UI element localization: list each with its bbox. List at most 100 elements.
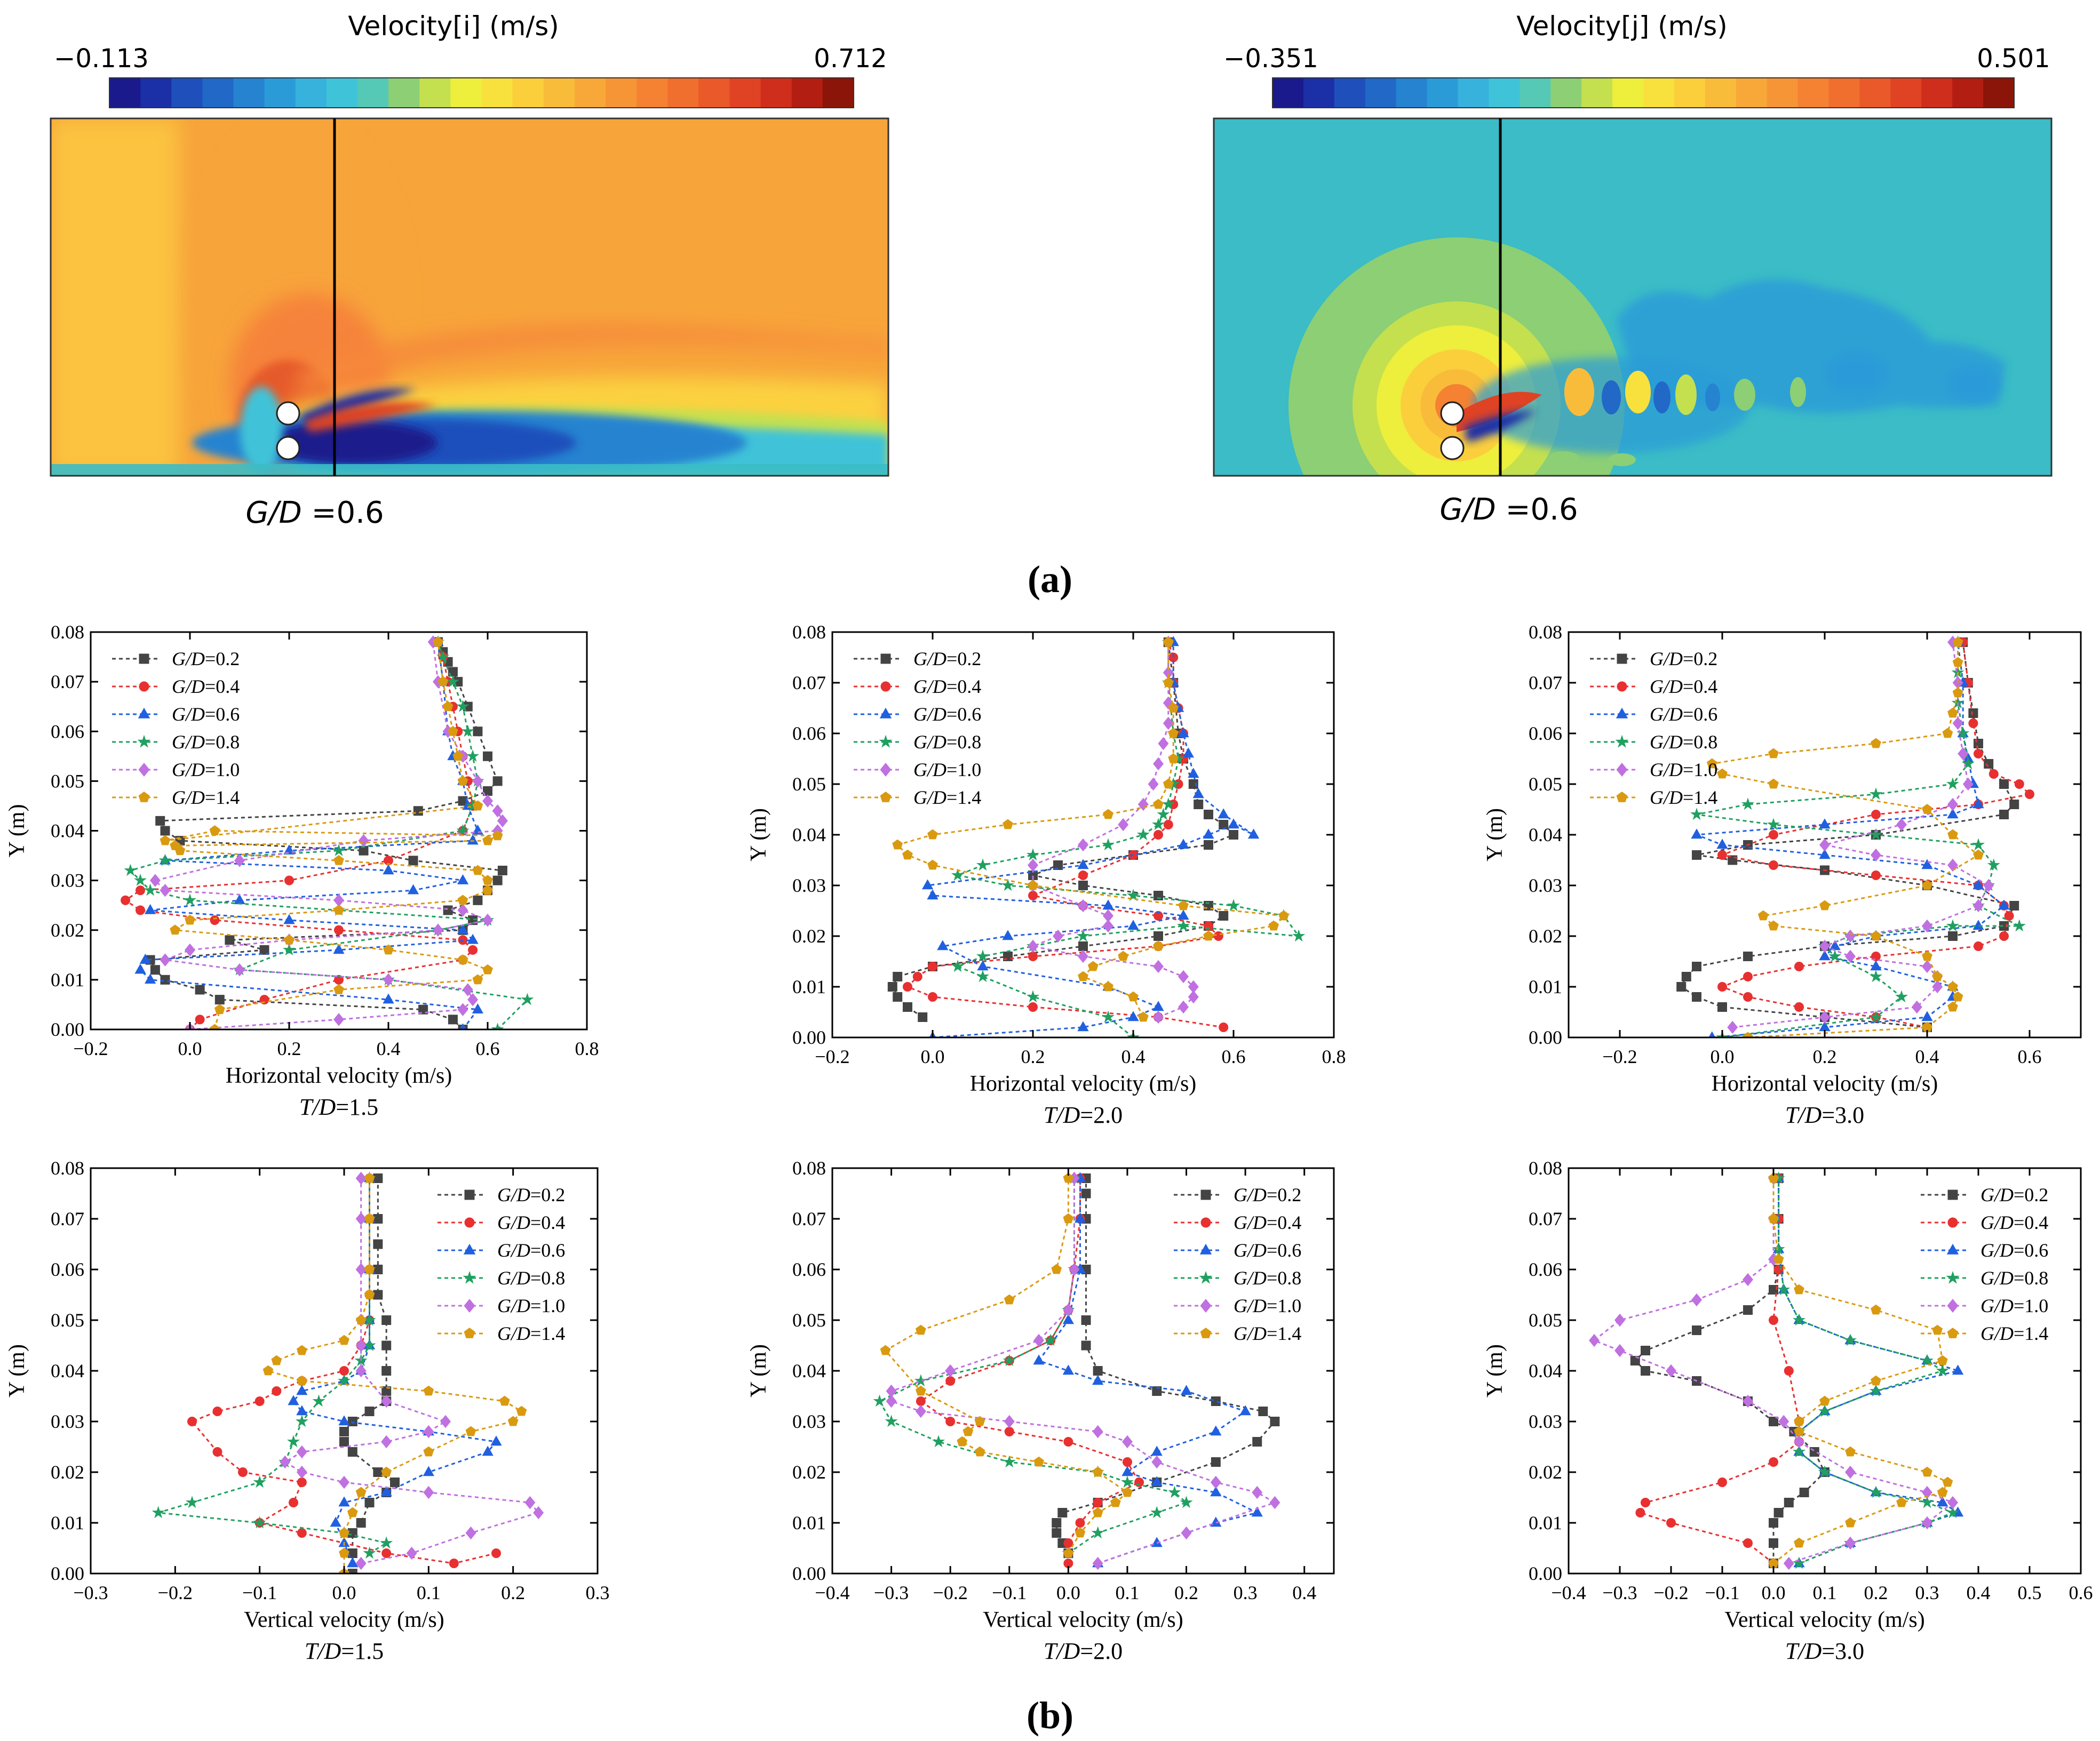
data-point <box>1717 1002 1727 1012</box>
data-point <box>1268 920 1279 931</box>
data-point <box>149 874 161 887</box>
data-point <box>1769 860 1778 870</box>
data-point <box>1239 1405 1251 1416</box>
data-point <box>937 940 949 951</box>
data-point <box>339 1335 349 1345</box>
data-point <box>1092 1375 1104 1385</box>
data-point <box>1974 941 1983 951</box>
legend-entry: G/D=0.6 <box>497 1240 565 1261</box>
data-point <box>1871 1375 1881 1386</box>
data-point <box>170 840 180 850</box>
data-point <box>1203 930 1214 941</box>
data-point <box>1028 880 1038 890</box>
data-point <box>1614 1344 1625 1357</box>
x-tick-label: 0.6 <box>1222 1046 1246 1067</box>
data-point <box>1984 759 1994 769</box>
colorbar-swatch <box>574 78 606 108</box>
data-point <box>158 853 172 866</box>
x-tick-label: 0.3 <box>1915 1582 1939 1603</box>
data-point <box>457 874 469 884</box>
data-point <box>1069 1263 1080 1276</box>
data-point <box>355 1556 367 1570</box>
data-point <box>1845 1465 1856 1479</box>
data-point <box>160 883 171 897</box>
data-point <box>330 1516 341 1527</box>
data-point <box>1769 1315 1778 1325</box>
colorbar-swatch <box>791 78 823 108</box>
data-point <box>1168 728 1179 738</box>
data-point <box>482 794 493 808</box>
data-point <box>1641 1346 1650 1355</box>
data-point <box>195 1015 205 1025</box>
data-point <box>1947 1189 1958 1200</box>
data-point <box>1063 1213 1074 1224</box>
data-point <box>456 824 470 836</box>
data-point <box>1218 808 1229 819</box>
data-point <box>443 905 453 915</box>
data-point <box>1681 972 1691 981</box>
series-line-1 <box>1634 1178 1826 1563</box>
y-tick-label: 0.06 <box>51 1259 84 1280</box>
x-tick-label: 0.6 <box>2018 1046 2042 1067</box>
data-point <box>1026 848 1040 861</box>
data-point <box>1794 1002 1804 1012</box>
y-tick-label: 0.05 <box>792 1309 826 1331</box>
data-point <box>254 1396 265 1406</box>
data-point <box>364 1289 375 1299</box>
data-point <box>1819 1395 1830 1406</box>
data-point <box>1958 747 1969 761</box>
data-point <box>136 905 145 915</box>
y-tick-label: 0.03 <box>51 1411 84 1432</box>
y-tick-label: 0.01 <box>1529 1512 1562 1534</box>
data-point <box>406 1546 417 1560</box>
data-point <box>339 1527 349 1538</box>
data-point <box>1616 792 1628 802</box>
data-point <box>464 1328 475 1338</box>
data-point <box>390 1478 400 1487</box>
data-point <box>1692 1325 1701 1335</box>
data-point <box>1151 1537 1163 1547</box>
data-point <box>472 865 483 875</box>
x-tick-label: 0.2 <box>277 1038 301 1059</box>
data-point <box>1616 707 1628 718</box>
data-point <box>880 763 892 777</box>
data-point <box>1158 737 1169 750</box>
x-tick-label: −0.1 <box>992 1582 1027 1603</box>
y-tick-label: 0.02 <box>51 920 84 941</box>
data-point <box>407 884 419 895</box>
colorbar-max-horizontal: 0.712 <box>814 44 887 74</box>
data-point <box>1794 1435 1804 1449</box>
data-point <box>945 1376 956 1386</box>
data-point <box>212 1447 222 1457</box>
colorbar-swatch <box>1365 78 1397 108</box>
data-point <box>139 953 151 964</box>
colorbar-title-vertical: Velocity[j] (m/s) <box>1516 11 1728 42</box>
colorbar-swatch <box>109 78 141 108</box>
colorbar-swatch <box>1489 78 1520 108</box>
data-point <box>1895 990 1908 1003</box>
contour-horizontal: Velocity[i] (m/s) −0.113 0.712 <box>50 11 889 530</box>
data-point <box>472 800 483 811</box>
colorbar-swatch <box>760 78 792 108</box>
data-point <box>381 1435 392 1449</box>
data-point <box>1974 749 1983 758</box>
data-point <box>1148 777 1159 791</box>
data-point <box>1081 1188 1091 1199</box>
legend-entry: G/D=0.6 <box>913 704 981 725</box>
data-point <box>1946 1243 1959 1255</box>
data-point <box>945 1417 956 1426</box>
data-point <box>463 1243 476 1255</box>
data-point <box>1922 1486 1932 1499</box>
colorbar-min-horizontal: −0.113 <box>54 44 149 74</box>
data-point <box>1871 1304 1881 1315</box>
colorbar-swatch <box>295 78 327 108</box>
data-point <box>333 905 344 915</box>
data-point <box>339 1547 349 1558</box>
colorbar-swatch <box>1952 78 1984 108</box>
legend-entry: G/D=1.4 <box>497 1323 565 1344</box>
data-point <box>347 1557 359 1568</box>
data-point <box>284 875 294 885</box>
data-point <box>903 982 912 992</box>
data-point <box>364 1498 375 1507</box>
chart-title: T/D=3.0 <box>1785 1102 1864 1128</box>
